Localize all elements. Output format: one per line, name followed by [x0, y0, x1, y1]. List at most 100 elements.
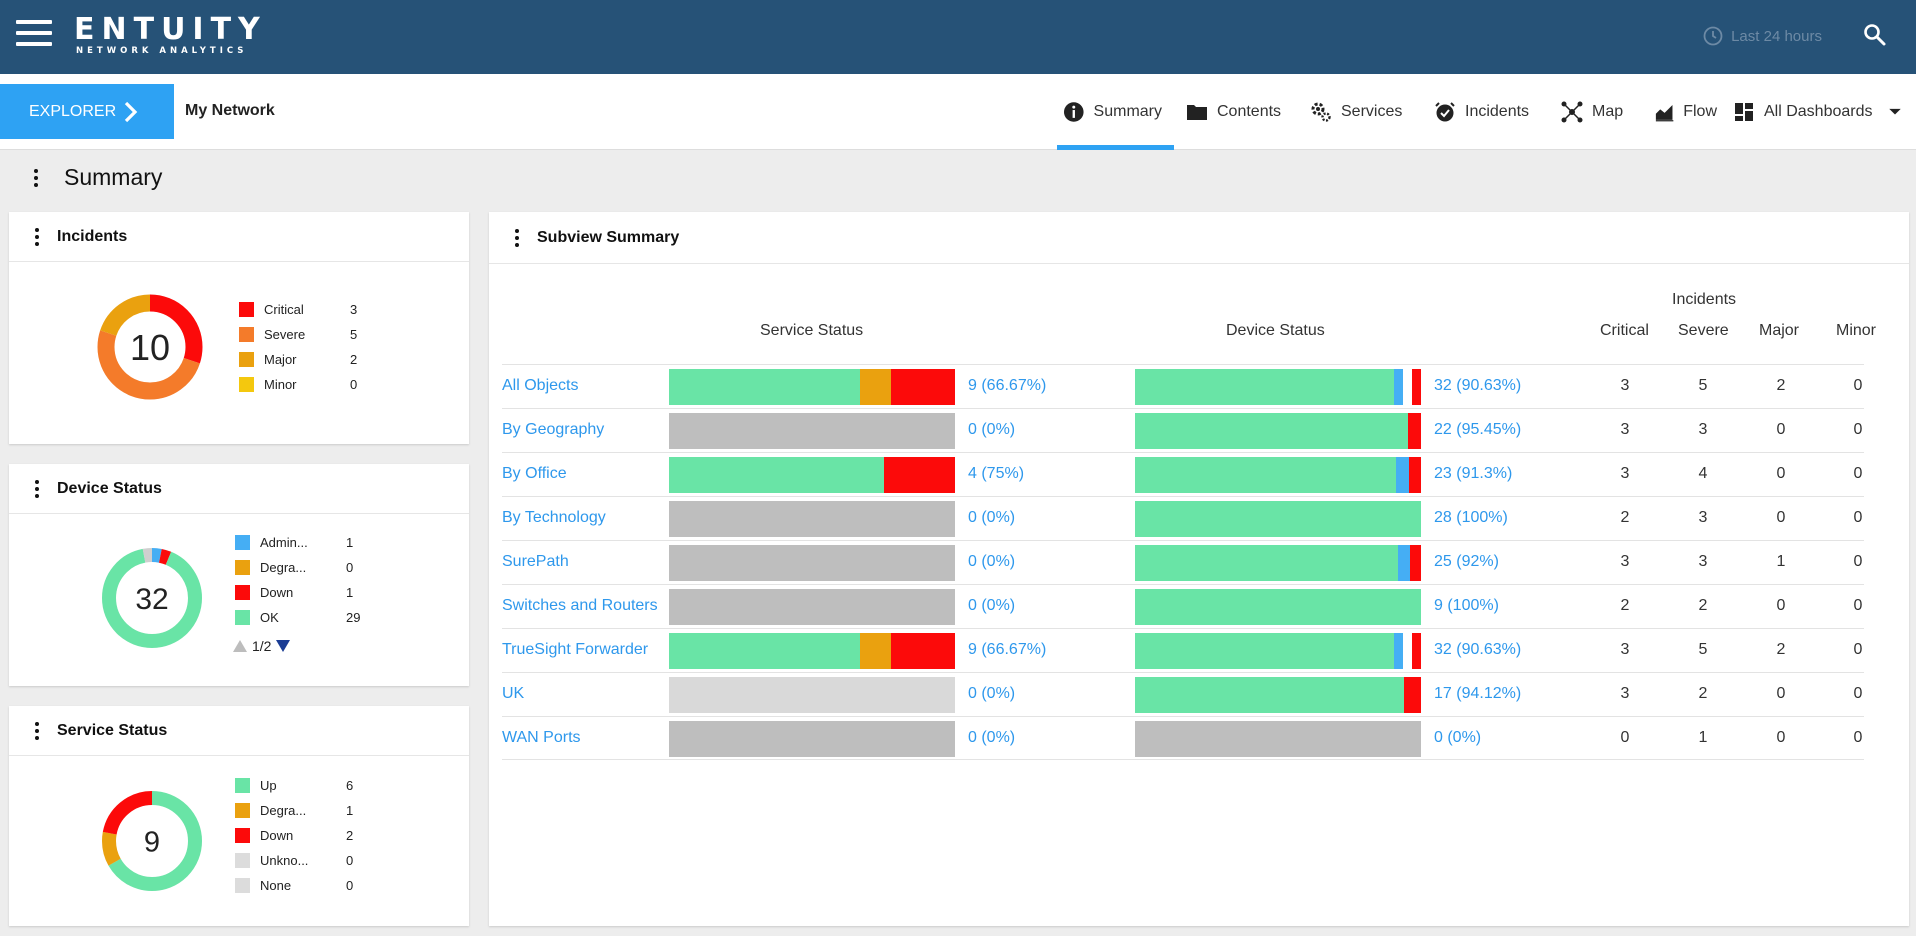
- service-status-bar[interactable]: [669, 457, 955, 493]
- legend-item[interactable]: OK 29: [235, 605, 366, 630]
- legend-item[interactable]: Minor 0: [239, 372, 370, 397]
- kebab-menu-icon[interactable]: [31, 721, 43, 741]
- legend-item[interactable]: Down 2: [235, 823, 366, 848]
- service-status-bar[interactable]: [669, 413, 955, 449]
- subview-link[interactable]: WAN Ports: [502, 729, 581, 746]
- service-status-bar[interactable]: [669, 677, 955, 713]
- page-up-arrow-icon[interactable]: [232, 639, 248, 653]
- all-dashboards-dropdown[interactable]: All Dashboards: [1729, 74, 1916, 150]
- kebab-menu-icon[interactable]: [31, 479, 43, 499]
- legend-item[interactable]: Admin... 1: [235, 530, 366, 555]
- device-status-card: Device Status 32 Admin... 1 Degra... 0 Down 1…: [9, 464, 469, 686]
- device-status-value[interactable]: 25 (92%): [1434, 553, 1499, 570]
- legend-label: Unkno...: [260, 853, 309, 868]
- donut-slice-gray: [102, 548, 202, 648]
- incidents-minor-count: 0: [1853, 597, 1863, 614]
- subview-link[interactable]: SurePath: [502, 553, 569, 570]
- service-status-bar[interactable]: [669, 545, 955, 581]
- legend-item[interactable]: Severe 5: [239, 322, 370, 347]
- tab-summary-label: Summary: [1093, 103, 1162, 120]
- tab-incidents[interactable]: Incidents: [1422, 74, 1549, 150]
- device-status-value[interactable]: 32 (90.63%): [1434, 377, 1522, 394]
- device-status-bar[interactable]: [1135, 721, 1421, 757]
- page-heading: Summary: [30, 164, 162, 191]
- device-status-bar[interactable]: [1135, 501, 1421, 537]
- service-status-value[interactable]: 0 (0%): [968, 553, 1016, 570]
- bar-segment-none: [669, 677, 955, 713]
- device-status-value[interactable]: 28 (100%): [1434, 509, 1508, 526]
- service-status-bar[interactable]: [669, 369, 955, 405]
- incidents-minor-count: 0: [1853, 509, 1863, 526]
- subview-link[interactable]: By Office: [502, 465, 567, 482]
- tab-services[interactable]: Services: [1298, 74, 1422, 150]
- device-status-value[interactable]: 22 (95.45%): [1434, 421, 1522, 438]
- service-status-value[interactable]: 9 (66.67%): [968, 377, 1047, 394]
- hamburger-menu-icon[interactable]: [16, 20, 52, 52]
- incidents-major-count: 1: [1776, 553, 1786, 570]
- service-status-bar[interactable]: [669, 633, 955, 669]
- device-status-bar[interactable]: [1135, 677, 1421, 713]
- bar-segment-down: [1409, 545, 1421, 581]
- device-status-value[interactable]: 17 (94.12%): [1434, 685, 1522, 702]
- legend-item[interactable]: Degra... 1: [235, 798, 366, 823]
- service-status-value[interactable]: 0 (0%): [968, 421, 1016, 438]
- bar-segment-ok: [1135, 589, 1421, 625]
- service-status-value[interactable]: 0 (0%): [968, 685, 1016, 702]
- search-icon[interactable]: [1862, 22, 1888, 48]
- service-status-value[interactable]: 0 (0%): [968, 597, 1016, 614]
- kebab-menu-icon[interactable]: [31, 227, 43, 247]
- incidents-severe-count: 4: [1698, 465, 1708, 482]
- time-range-selector[interactable]: Last 24 hours: [1703, 26, 1822, 46]
- legend-item[interactable]: None 0: [235, 873, 366, 898]
- legend-item[interactable]: Critical 3: [239, 297, 370, 322]
- page-down-arrow-icon[interactable]: [275, 639, 291, 653]
- service-status-value[interactable]: 0 (0%): [968, 509, 1016, 526]
- tab-flow[interactable]: Flow: [1643, 74, 1729, 150]
- service-status-bar[interactable]: [669, 721, 955, 757]
- device-status-bar[interactable]: [1135, 369, 1421, 405]
- legend-item[interactable]: Unkno... 0: [235, 848, 366, 873]
- device-status-bar[interactable]: [1135, 589, 1421, 625]
- kebab-menu-icon[interactable]: [511, 228, 523, 248]
- subview-link[interactable]: TrueSight Forwarder: [502, 641, 649, 658]
- subview-link[interactable]: UK: [502, 685, 525, 702]
- tab-contents[interactable]: Contents: [1174, 74, 1298, 150]
- device-status-value[interactable]: 0 (0%): [1434, 729, 1482, 746]
- legend-item[interactable]: Down 1: [235, 580, 366, 605]
- donut-total: 9: [144, 826, 160, 858]
- device-status-bar[interactable]: [1135, 413, 1421, 449]
- device-status-value[interactable]: 9 (100%): [1434, 597, 1499, 614]
- legend-item[interactable]: Major 2: [239, 347, 370, 372]
- subview-summary-header: Subview Summary: [489, 212, 1909, 264]
- service-status-bar[interactable]: [669, 589, 955, 625]
- service-status-value[interactable]: 9 (66.67%): [968, 641, 1047, 658]
- service-status-bar[interactable]: [669, 501, 955, 537]
- legend-item[interactable]: Up 6: [235, 773, 366, 798]
- tab-map[interactable]: Map: [1549, 74, 1643, 150]
- legend-label: None: [260, 878, 292, 893]
- device-status-bar[interactable]: [1135, 457, 1421, 493]
- subview-link[interactable]: By Technology: [502, 509, 606, 526]
- kebab-menu-icon[interactable]: [30, 168, 42, 188]
- service-status-value[interactable]: 4 (75%): [968, 465, 1025, 482]
- device-status-bar[interactable]: [1135, 633, 1421, 669]
- tab-summary[interactable]: Summary: [1057, 74, 1174, 150]
- subview-link[interactable]: All Objects: [502, 377, 579, 394]
- legend-value: 0: [346, 853, 354, 868]
- bar-segment-down: [891, 633, 955, 669]
- subview-link[interactable]: Switches and Routers: [502, 597, 658, 614]
- device-status-value[interactable]: 23 (91.3%): [1434, 465, 1513, 482]
- service-status-value[interactable]: 0 (0%): [968, 729, 1016, 746]
- device-status-value[interactable]: 32 (90.63%): [1434, 641, 1522, 658]
- legend-label: Up: [260, 778, 277, 793]
- explorer-button[interactable]: EXPLORER: [0, 84, 174, 139]
- folder-icon: [1187, 105, 1207, 120]
- device-status-bar[interactable]: [1135, 545, 1421, 581]
- legend-item[interactable]: Degra... 0: [235, 555, 366, 580]
- legend-swatch: [235, 610, 250, 625]
- incidents-major-count: 0: [1776, 597, 1786, 614]
- clock-icon: [1703, 26, 1723, 46]
- subview-link[interactable]: By Geography: [502, 421, 605, 438]
- bar-segment-none: [669, 721, 955, 757]
- alarm-clock-icon: [1435, 102, 1455, 122]
